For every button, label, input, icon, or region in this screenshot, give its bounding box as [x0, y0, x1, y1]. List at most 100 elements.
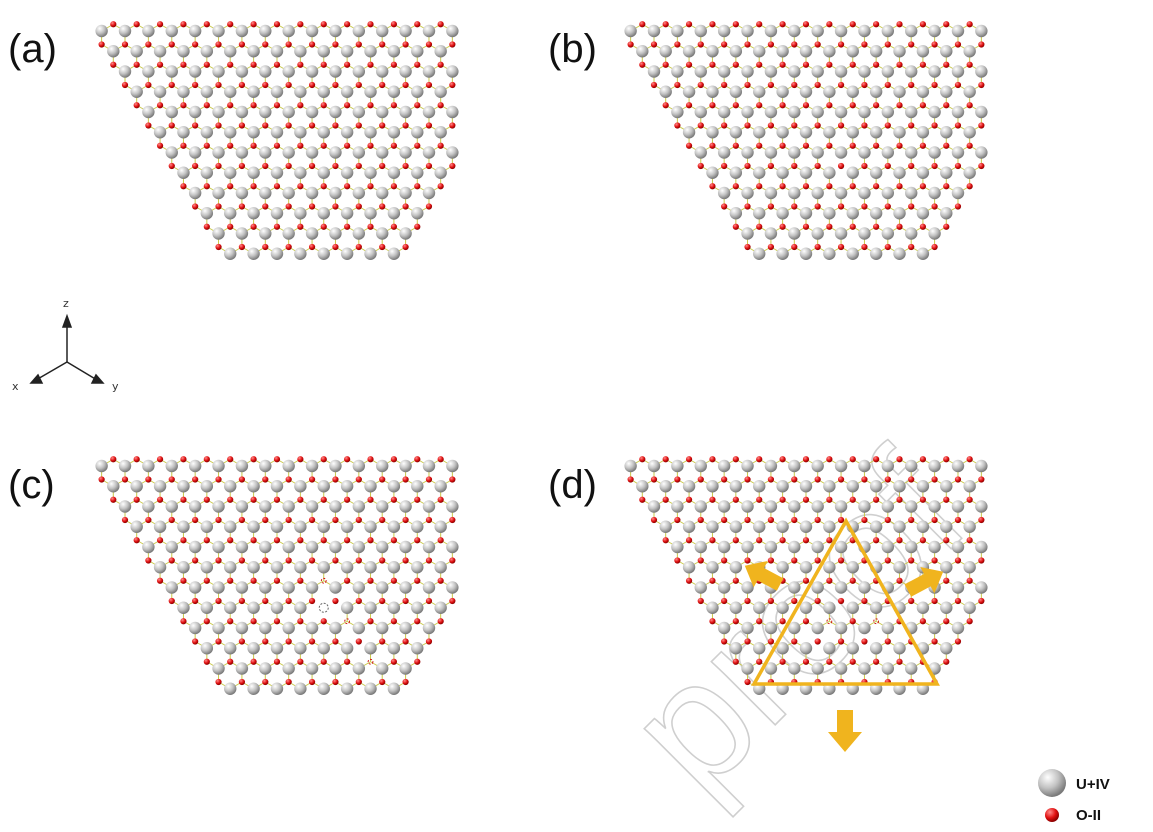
uranium-atom [869, 480, 883, 493]
oxygen-atom [180, 142, 187, 149]
uranium-atom [387, 45, 401, 58]
oxygen-atom [203, 496, 210, 503]
oxygen-atom [332, 243, 339, 251]
uranium-atom [259, 186, 272, 200]
oxygen-atom [650, 81, 658, 89]
uranium-atom [224, 601, 237, 614]
uranium-atom [224, 247, 237, 260]
oxygen-atom [709, 577, 716, 584]
oxygen-atom [390, 577, 398, 584]
uranium-atom [411, 166, 424, 179]
uranium-atom [729, 207, 743, 220]
oxygen-atom [379, 597, 386, 605]
uranium-atom [963, 85, 976, 98]
uranium-atom [834, 540, 848, 554]
uranium-atom [753, 207, 766, 220]
oxygen-atom [168, 122, 175, 129]
axis-label-x: x [12, 380, 19, 393]
uranium-atom [142, 540, 155, 554]
legend-label-oxygen: O-II [1076, 807, 1101, 824]
oxygen-atom [861, 203, 868, 210]
uranium-atom [270, 682, 284, 695]
oxygen-atom [192, 476, 199, 483]
oxygen-atom [744, 557, 751, 564]
oxygen-atom [849, 577, 856, 584]
uranium-atom [834, 105, 848, 119]
uranium-atom [729, 561, 743, 574]
uranium-atom [165, 105, 178, 119]
uranium-atom [869, 126, 883, 139]
oxygen-atom [966, 456, 973, 463]
uranium-atom [446, 581, 459, 594]
oxygen-atom [180, 183, 187, 190]
uranium-atom [671, 65, 684, 78]
oxygen-atom [192, 203, 199, 210]
uranium-atom [177, 561, 190, 574]
oxygen-atom [156, 142, 164, 149]
oxygen-atom [133, 102, 140, 109]
oxygen-atom [837, 162, 845, 170]
uranium-atom [165, 24, 178, 38]
uranium-atom [951, 24, 965, 38]
uranium-atom [729, 520, 743, 533]
oxygen-atom [896, 21, 903, 28]
oxygen-atom [709, 456, 716, 463]
oxygen-atom [437, 183, 444, 190]
oxygen-atom [355, 122, 362, 129]
uranium-atom [799, 207, 813, 220]
uranium-atom [329, 65, 342, 78]
oxygen-atom [250, 496, 257, 503]
uranium-atom [317, 642, 330, 655]
oxygen-atom [425, 81, 433, 89]
uranium-atom [130, 45, 143, 58]
oxygen-atom [861, 122, 868, 129]
uranium-atom [659, 520, 672, 533]
uranium-atom [682, 520, 696, 533]
oxygen-atom [826, 456, 833, 463]
uranium-atom [846, 166, 859, 179]
oxygen-atom [285, 678, 292, 686]
uranium-atom [422, 540, 436, 554]
uranium-atom [717, 24, 731, 38]
uranium-atom [905, 65, 918, 78]
oxygen-atom [919, 21, 927, 28]
uranium-atom [422, 65, 436, 78]
uranium-atom [869, 247, 883, 260]
oxygen-atom [414, 102, 421, 109]
uranium-atom [928, 146, 941, 159]
oxygen-atom [285, 81, 292, 89]
oxygen-atom [145, 516, 152, 524]
uranium-atom [881, 65, 895, 78]
oxygen-atom [192, 41, 199, 48]
uranium-atom [235, 105, 249, 119]
oxygen-atom [285, 203, 292, 210]
oxygen-atom [180, 577, 187, 584]
uranium-atom [975, 540, 988, 554]
oxygen-atom [709, 102, 716, 109]
oxygen-atom [402, 41, 409, 48]
oxygen-atom [873, 223, 880, 230]
panel-label-c: (c) [8, 463, 55, 507]
uranium-atom [294, 642, 307, 655]
oxygen-atom [767, 162, 775, 170]
uranium-atom [364, 207, 377, 220]
uranium-atom [776, 601, 789, 614]
oxygen-atom [849, 618, 856, 625]
oxygen-atom [180, 456, 187, 463]
oxygen-atom [931, 81, 938, 89]
uranium-atom [294, 207, 307, 220]
uranium-atom [753, 166, 766, 179]
uranium-atom [376, 24, 389, 38]
oxygen-atom [791, 476, 798, 483]
uranium-atom [364, 520, 377, 533]
uranium-atom [235, 186, 249, 200]
uranium-atom [764, 146, 778, 159]
oxygen-atom [168, 41, 175, 48]
uranium-atom [647, 24, 661, 38]
oxygen-atom [721, 81, 728, 89]
uranium-atom [881, 459, 895, 473]
oxygen-atom [192, 162, 199, 170]
oxygen-atom [779, 21, 786, 28]
oxygen-atom [367, 183, 374, 190]
uranium-atom [788, 146, 801, 159]
